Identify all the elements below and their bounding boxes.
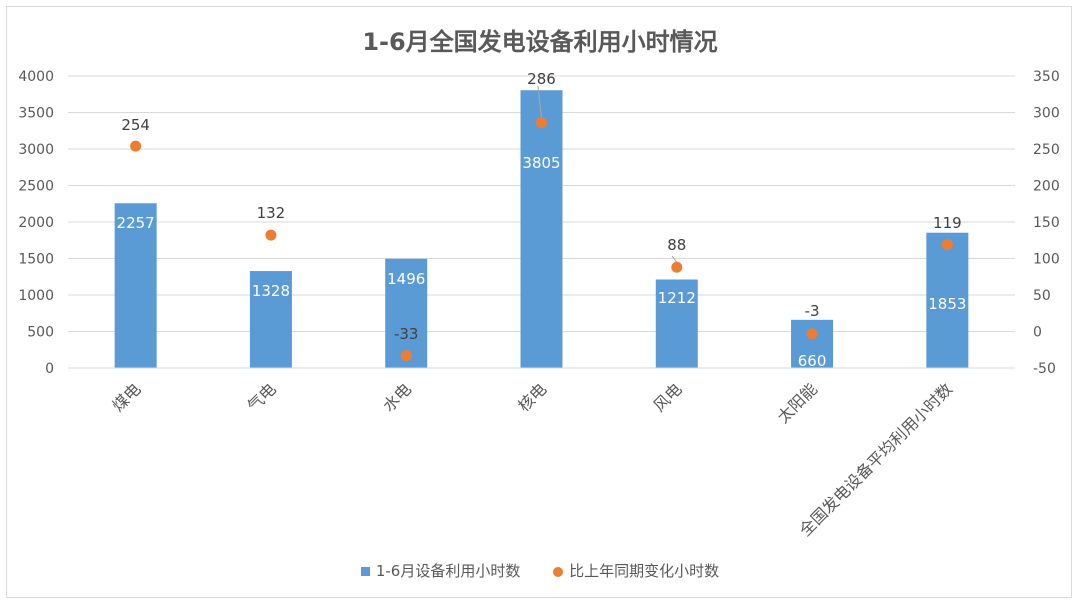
legend-label-dot: 比上年同期变化小时数 — [569, 562, 720, 580]
y-right-tick-label: 350 — [1033, 69, 1060, 85]
bar-value-label: 2257 — [117, 214, 155, 232]
y-left-tick-label: 3500 — [18, 106, 54, 122]
y-left-tick-label: 500 — [27, 325, 54, 341]
bar — [791, 319, 834, 368]
category-label: 煤电 — [108, 379, 144, 415]
category-label: 气电 — [244, 379, 280, 415]
category-label: 太阳能 — [774, 379, 821, 426]
change-value-label: 88 — [667, 236, 686, 254]
category-label: 风电 — [650, 379, 686, 415]
legend-item-dot: 比上年同期变化小时数 — [553, 560, 719, 581]
y-right-tick-label: 200 — [1033, 179, 1060, 195]
bar-value-label: 1496 — [387, 270, 425, 288]
y-left-tick-label: 2500 — [18, 179, 54, 195]
chart-title: 1-6月全国发电设备利用小时情况 — [362, 28, 718, 56]
bar — [385, 258, 428, 368]
change-value-label: 132 — [257, 204, 286, 222]
change-point — [400, 350, 412, 362]
change-point — [536, 117, 547, 129]
y-left-tick-label: 1000 — [18, 288, 54, 304]
y-left-tick-label: 0 — [45, 361, 54, 377]
y-right-tick-label: 100 — [1033, 252, 1060, 268]
y-left-tick-label: 3000 — [18, 142, 54, 158]
bar — [249, 271, 292, 368]
bar-value-label: 1853 — [928, 295, 966, 313]
category-label: 水电 — [379, 379, 415, 415]
bar — [655, 279, 698, 368]
leader-line — [537, 85, 542, 118]
y-left-tick-label: 1500 — [18, 252, 54, 268]
legend-label-bar: 1-6月设备利用小时数 — [375, 562, 521, 580]
legend-swatch-bar — [360, 567, 370, 576]
bar-value-label: 660 — [798, 352, 827, 370]
y-right-tick-label: -50 — [1033, 361, 1056, 377]
category-label: 全国发电设备平均利用小时数 — [796, 379, 957, 540]
change-point — [265, 229, 277, 241]
bar-value-label: 1328 — [252, 282, 290, 300]
change-point — [130, 140, 142, 152]
bar-value-label: 1212 — [658, 289, 696, 307]
change-point — [806, 328, 818, 340]
change-point — [671, 261, 683, 273]
y-right-tick-label: 0 — [1033, 325, 1042, 341]
y-right-tick-label: 250 — [1033, 142, 1060, 158]
change-point — [941, 239, 953, 251]
bar — [114, 203, 157, 368]
change-value-label: -33 — [394, 325, 419, 343]
bar — [926, 232, 969, 368]
chart-legend: 1-6月设备利用小时数 比上年同期变化小时数 — [0, 560, 1080, 581]
legend-swatch-dot — [553, 566, 564, 577]
y-left-tick-label: 2000 — [18, 215, 54, 231]
bar — [520, 90, 563, 369]
y-right-tick-label: 300 — [1033, 106, 1060, 122]
change-value-label: 286 — [527, 70, 556, 88]
y-left-tick-label: 4000 — [18, 69, 54, 85]
leader-line — [671, 255, 678, 263]
change-value-label: 119 — [933, 214, 962, 232]
y-right-tick-label: 150 — [1033, 215, 1060, 231]
change-value-label: -3 — [805, 302, 820, 320]
bar-value-label: 3805 — [522, 154, 560, 172]
legend-item-bar: 1-6月设备利用小时数 — [360, 560, 521, 581]
category-label: 核电 — [514, 379, 550, 415]
change-value-label: 254 — [121, 116, 150, 134]
y-right-tick-label: 50 — [1033, 288, 1051, 304]
